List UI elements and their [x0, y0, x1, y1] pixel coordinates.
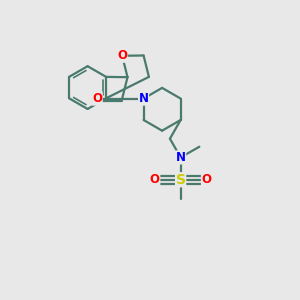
Text: O: O: [117, 49, 127, 62]
Text: O: O: [150, 173, 160, 186]
Text: O: O: [202, 173, 212, 186]
Text: O: O: [92, 92, 102, 105]
Text: N: N: [176, 151, 186, 164]
Text: N: N: [139, 92, 148, 105]
Text: S: S: [176, 173, 186, 187]
